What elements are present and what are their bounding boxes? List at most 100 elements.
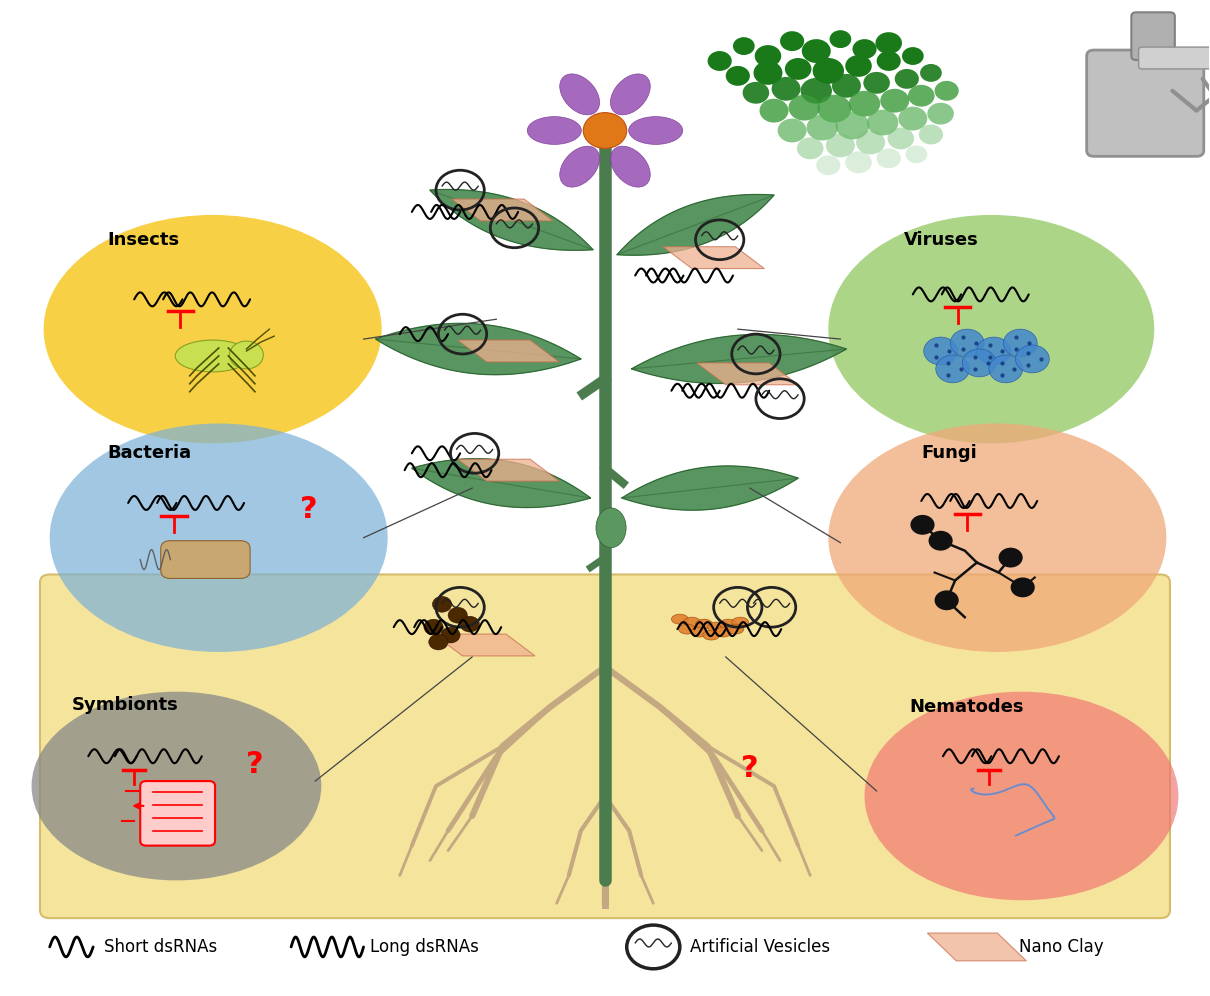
Ellipse shape — [703, 630, 720, 640]
FancyBboxPatch shape — [140, 781, 215, 846]
Circle shape — [905, 145, 927, 163]
Ellipse shape — [560, 146, 600, 187]
Ellipse shape — [708, 622, 725, 632]
Circle shape — [733, 37, 755, 55]
Text: Artificial Vesicles: Artificial Vesicles — [690, 938, 830, 956]
Circle shape — [826, 133, 855, 157]
Circle shape — [818, 95, 852, 123]
Circle shape — [428, 634, 448, 650]
Circle shape — [448, 608, 467, 623]
Circle shape — [887, 127, 914, 149]
Circle shape — [817, 155, 841, 175]
Circle shape — [875, 32, 901, 54]
Circle shape — [778, 119, 807, 142]
Circle shape — [830, 30, 852, 48]
Circle shape — [898, 107, 927, 130]
Circle shape — [424, 620, 443, 635]
Ellipse shape — [629, 117, 682, 144]
Ellipse shape — [732, 618, 749, 627]
Circle shape — [1003, 329, 1037, 357]
Circle shape — [440, 627, 460, 643]
Circle shape — [920, 64, 941, 82]
Polygon shape — [927, 933, 1026, 961]
FancyBboxPatch shape — [161, 541, 250, 579]
Circle shape — [935, 355, 969, 382]
Text: ?: ? — [246, 750, 264, 779]
Text: Nematodes: Nematodes — [909, 697, 1024, 715]
Circle shape — [836, 112, 869, 139]
Circle shape — [755, 45, 782, 67]
Ellipse shape — [44, 215, 381, 443]
Ellipse shape — [560, 74, 600, 115]
FancyBboxPatch shape — [40, 575, 1170, 918]
Circle shape — [801, 78, 832, 104]
Polygon shape — [697, 363, 799, 384]
Text: Fungi: Fungi — [921, 444, 976, 462]
Ellipse shape — [597, 508, 626, 548]
Circle shape — [923, 337, 957, 365]
Text: Insects: Insects — [108, 231, 180, 249]
Ellipse shape — [610, 74, 650, 115]
Circle shape — [853, 39, 876, 59]
Circle shape — [726, 66, 750, 86]
Polygon shape — [632, 335, 847, 383]
Ellipse shape — [610, 146, 650, 187]
Circle shape — [797, 137, 824, 159]
Text: Viruses: Viruses — [904, 231, 979, 249]
Circle shape — [807, 115, 839, 140]
Circle shape — [432, 597, 451, 613]
Circle shape — [813, 58, 845, 84]
Text: Long dsRNAs: Long dsRNAs — [369, 938, 478, 956]
Polygon shape — [430, 189, 593, 250]
Polygon shape — [663, 247, 765, 269]
Circle shape — [460, 617, 479, 632]
Circle shape — [857, 130, 885, 154]
Polygon shape — [622, 466, 799, 510]
Ellipse shape — [829, 215, 1154, 443]
Polygon shape — [617, 194, 774, 255]
Circle shape — [832, 74, 862, 98]
Circle shape — [876, 148, 900, 168]
Polygon shape — [451, 199, 553, 221]
Ellipse shape — [865, 691, 1179, 900]
Circle shape — [785, 58, 812, 80]
Circle shape — [901, 47, 923, 65]
Circle shape — [910, 515, 934, 535]
Ellipse shape — [31, 691, 322, 880]
Ellipse shape — [691, 627, 708, 637]
Circle shape — [802, 39, 831, 63]
Polygon shape — [457, 340, 559, 362]
Circle shape — [876, 51, 900, 71]
Text: Bacteria: Bacteria — [108, 444, 191, 462]
Circle shape — [583, 113, 627, 148]
Circle shape — [950, 329, 984, 357]
FancyBboxPatch shape — [1139, 47, 1210, 69]
Text: Short dsRNAs: Short dsRNAs — [104, 938, 218, 956]
Circle shape — [760, 99, 789, 123]
Circle shape — [864, 72, 889, 94]
Text: ?: ? — [300, 495, 318, 525]
FancyBboxPatch shape — [1131, 12, 1175, 60]
Polygon shape — [375, 324, 581, 374]
Circle shape — [846, 55, 871, 77]
Circle shape — [1010, 578, 1035, 598]
Circle shape — [868, 110, 898, 135]
Circle shape — [962, 349, 996, 376]
Circle shape — [934, 81, 958, 101]
Circle shape — [928, 531, 952, 551]
Ellipse shape — [679, 624, 696, 634]
Ellipse shape — [829, 423, 1166, 652]
Circle shape — [918, 124, 943, 144]
Circle shape — [849, 91, 880, 117]
Circle shape — [780, 31, 805, 51]
Ellipse shape — [684, 618, 701, 627]
Polygon shape — [433, 634, 535, 656]
Ellipse shape — [528, 117, 581, 144]
Ellipse shape — [715, 627, 732, 637]
Ellipse shape — [696, 620, 713, 629]
Circle shape — [927, 103, 953, 124]
Ellipse shape — [720, 620, 737, 629]
Polygon shape — [411, 459, 590, 508]
Circle shape — [998, 548, 1022, 568]
Circle shape — [934, 591, 958, 611]
